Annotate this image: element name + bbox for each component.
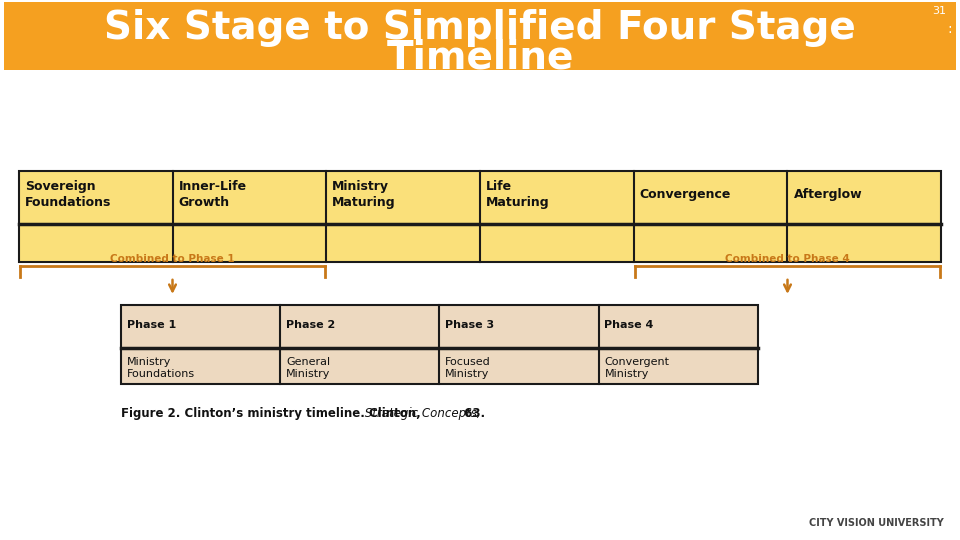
Text: Focused
Ministry: Focused Ministry	[445, 357, 491, 380]
Text: Phase 3: Phase 3	[445, 320, 494, 329]
Text: Phase 2: Phase 2	[286, 320, 335, 329]
Text: Timeline: Timeline	[386, 38, 574, 77]
Text: Inner-Life
Growth: Inner-Life Growth	[179, 180, 247, 209]
Text: Afterglow: Afterglow	[794, 188, 862, 201]
Text: :: :	[948, 22, 952, 36]
Text: Sovereign
Foundations: Sovereign Foundations	[25, 180, 111, 209]
Text: Ministry
Maturing: Ministry Maturing	[332, 180, 396, 209]
Text: Strategic Concepts,: Strategic Concepts,	[361, 407, 481, 420]
Text: 63.: 63.	[460, 407, 486, 420]
Text: CITY VISION UNIVERSITY: CITY VISION UNIVERSITY	[809, 518, 945, 528]
FancyBboxPatch shape	[4, 2, 956, 70]
Text: Convergence: Convergence	[639, 188, 732, 201]
Text: Figure 2. Clinton’s ministry timeline. Clinton,: Figure 2. Clinton’s ministry timeline. C…	[121, 407, 420, 420]
Text: 31: 31	[932, 6, 947, 16]
FancyBboxPatch shape	[121, 305, 757, 384]
Text: Convergent
Ministry: Convergent Ministry	[605, 357, 669, 380]
Text: Ministry
Foundations: Ministry Foundations	[127, 357, 195, 380]
Text: Phase 1: Phase 1	[127, 320, 176, 329]
Text: Life
Maturing: Life Maturing	[486, 180, 549, 209]
Text: Phase 4: Phase 4	[605, 320, 654, 329]
Text: Combined to Phase 1: Combined to Phase 1	[110, 254, 235, 264]
Text: Combined to Phase 4: Combined to Phase 4	[725, 254, 850, 264]
FancyBboxPatch shape	[19, 171, 941, 262]
Text: Six Stage to Simplified Four Stage: Six Stage to Simplified Four Stage	[104, 9, 856, 47]
Text: General
Ministry: General Ministry	[286, 357, 330, 380]
